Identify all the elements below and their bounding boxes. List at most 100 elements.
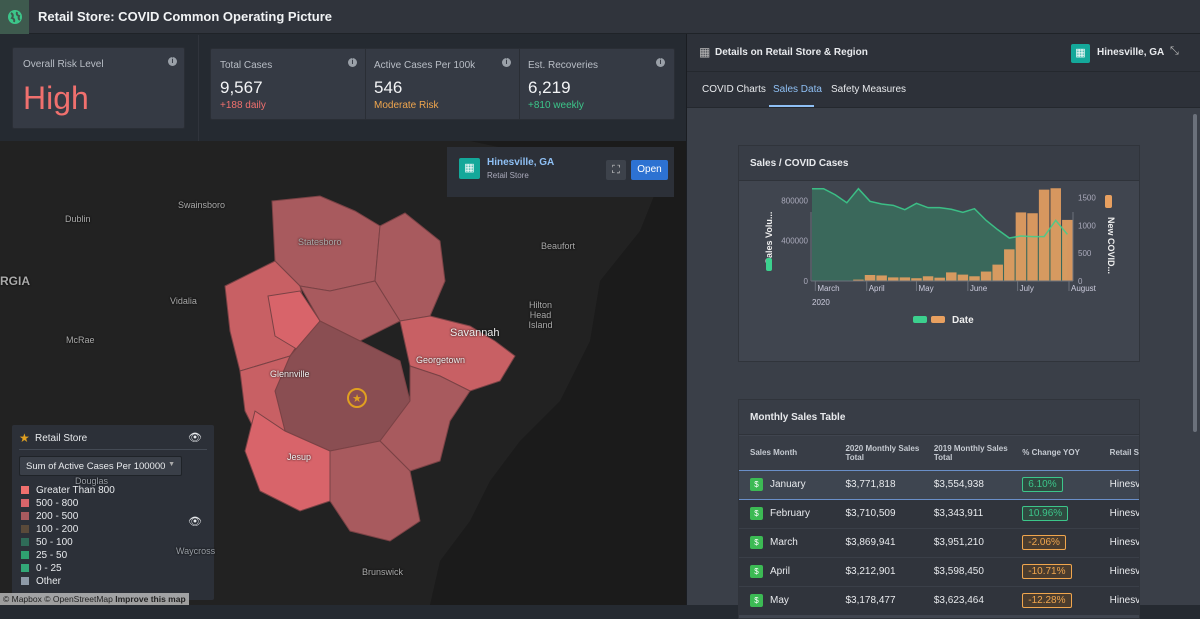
- info-icon[interactable]: i: [348, 58, 357, 67]
- dollar-icon: $: [750, 478, 763, 491]
- sales-2020-cell: $3,212,901: [845, 566, 896, 577]
- open-button[interactable]: Open: [631, 160, 668, 180]
- x-tick-label: June: [970, 284, 988, 293]
- change-badge: 6.10%: [1022, 477, 1063, 492]
- sales-2019-cell: $3,623,464: [933, 595, 984, 607]
- y-right-tick: 0: [1078, 277, 1083, 286]
- info-icon[interactable]: i: [656, 58, 665, 67]
- x-tick-label: April: [869, 284, 885, 293]
- store-cell: Hinesville,: [1109, 566, 1140, 577]
- mapbox-link[interactable]: © Mapbox: [3, 594, 42, 604]
- chart-title: Sales / COVID Cases: [739, 146, 1139, 181]
- globe-icon[interactable]: [0, 0, 29, 34]
- place-label: McRae: [66, 335, 95, 345]
- popup-title[interactable]: Hinesville, GA: [487, 157, 555, 168]
- popup-subtitle: Retail Store: [487, 171, 529, 180]
- monthly-sales-card: Monthly Sales Table Sales Month 2020 Mont…: [738, 399, 1140, 619]
- y-left-tick: 800000: [781, 196, 808, 205]
- sales-2019-cell: $3,598,450: [933, 566, 984, 577]
- recoveries-delta: +810 weekly: [528, 100, 584, 111]
- place-label: Glennville: [270, 369, 310, 379]
- star-icon: ★: [19, 431, 30, 445]
- active-cases-risk: Moderate Risk: [374, 100, 439, 111]
- covid-bar: [980, 271, 992, 281]
- place-label: Vidalia: [170, 296, 197, 306]
- change-badge: -10.71%: [1022, 564, 1072, 579]
- dollar-icon: $: [750, 565, 763, 578]
- column-header[interactable]: % Change YOY: [1022, 448, 1080, 458]
- legend-layer-title: Retail Store: [35, 433, 88, 444]
- covid-bar: [853, 279, 864, 281]
- place-label: Dublin: [65, 214, 91, 224]
- column-header[interactable]: Retail Store: [1109, 448, 1140, 458]
- sales-covid-chart: 0 400000 800000 0 500 1000 1500 March April May Ju…: [764, 187, 1116, 326]
- kpi-strip: Total Cases i 9,567 +188 daily Active Ca…: [210, 48, 675, 120]
- month-cell: February: [770, 508, 811, 520]
- risk-label: Overall Risk Level: [23, 59, 104, 70]
- table-row[interactable]: $ February $3,710,509 $3,343,911 10.96% H…: [739, 499, 1139, 528]
- x-tick-label: July: [1020, 284, 1034, 293]
- column-header[interactable]: 2020 Monthly Sales Total: [845, 443, 920, 462]
- store-marker: [347, 388, 367, 408]
- improve-map-link[interactable]: Improve this map: [115, 594, 186, 604]
- measure-dropdown[interactable]: Sum of Active Cases Per 100000 ▼: [19, 456, 182, 476]
- details-panel: ▦ Details on Retail Store & Region ▦ Hin…: [686, 34, 1200, 619]
- column-header[interactable]: Sales Month: [750, 448, 798, 458]
- table-row[interactable]: $ March $3,869,941 $3,951,210 -2.06% Hine…: [739, 528, 1140, 557]
- scrollbar[interactable]: [1193, 114, 1197, 432]
- risk-value: High: [23, 80, 89, 116]
- covid-bar: [1027, 213, 1038, 281]
- map-legend: ★ Retail Store 👁 Sum of Active Cases Per…: [12, 425, 214, 600]
- eye-icon[interactable]: 👁: [188, 432, 202, 444]
- covid-bar: [922, 276, 934, 281]
- table-row[interactable]: $ April $3,212,901 $3,598,450 -10.71% Hin…: [739, 557, 1140, 586]
- sales-line: [812, 187, 1068, 239]
- table-row[interactable]: $ January $3,771,818 $3,554,938 6.10% Hin…: [739, 470, 1139, 499]
- eye-icon[interactable]: 👁: [188, 516, 202, 528]
- total-cases-delta: +188 daily: [220, 100, 266, 111]
- map[interactable]: ★ Dublin Swainsboro Statesboro Beaufort …: [0, 141, 686, 605]
- minimize-icon[interactable]: ⤡: [1170, 45, 1179, 57]
- legend-item: Greater Than 800: [21, 485, 115, 498]
- column-header[interactable]: 2019 Monthly Sales Total: [933, 443, 1008, 462]
- legend-item: 25 - 50: [21, 550, 115, 563]
- y-right-label: New COVID...: [1106, 217, 1116, 274]
- place-label: Statesboro: [298, 237, 342, 247]
- right-series-swatch: [1105, 195, 1112, 208]
- place-label: Georgetown: [416, 355, 466, 365]
- sales-2020-cell: $3,710,509: [845, 508, 896, 519]
- place-label: RGIA: [0, 274, 30, 288]
- x-tick-label: August: [1071, 284, 1097, 293]
- table-title: Monthly Sales Table: [739, 400, 1139, 435]
- month-cell: May: [770, 595, 789, 607]
- county: [244, 410, 331, 512]
- place-label: Jesup: [287, 452, 312, 462]
- place-label: Douglas: [75, 476, 109, 486]
- y-left-tick: 0: [804, 277, 809, 286]
- legend-item: 200 - 500: [21, 511, 115, 524]
- covid-bar: [1062, 219, 1073, 281]
- zoom-to-icon[interactable]: ⛶: [606, 160, 626, 180]
- y-right-tick: 1500: [1078, 194, 1096, 203]
- info-icon[interactable]: i: [502, 58, 511, 67]
- legend-swatch: [21, 486, 29, 495]
- tab-covid-charts[interactable]: COVID Charts: [702, 84, 766, 95]
- place-label: Hilton Head Island: [528, 300, 553, 330]
- tab-safety-measures[interactable]: Safety Measures: [831, 84, 907, 95]
- left-series-swatch: [766, 258, 772, 271]
- osm-link[interactable]: © OpenStreetMap: [44, 594, 113, 604]
- table-row[interactable]: $ May $3,178,477 $3,623,464 -12.28% Hines…: [739, 586, 1139, 615]
- active-cases-card: Active Cases Per 100k i 546 Moderate Ris…: [366, 49, 520, 119]
- legend-label: Greater Than 800: [36, 485, 115, 496]
- total-cases-value: 9,567: [220, 78, 263, 97]
- recoveries-card: Est. Recoveries i 6,219 +810 weekly: [520, 49, 674, 119]
- info-icon[interactable]: i: [168, 57, 177, 66]
- legend-swatch: [21, 525, 29, 534]
- legend-label: 0 - 25: [36, 563, 62, 574]
- store-cell: Hinesville,: [1109, 537, 1140, 548]
- legend-swatch: [21, 538, 29, 547]
- panel-location: Hinesville, GA: [1097, 47, 1165, 58]
- tab-sales-data[interactable]: Sales Data: [773, 84, 822, 95]
- x-tick-label: May: [918, 284, 933, 293]
- legend-item: Other: [21, 576, 115, 589]
